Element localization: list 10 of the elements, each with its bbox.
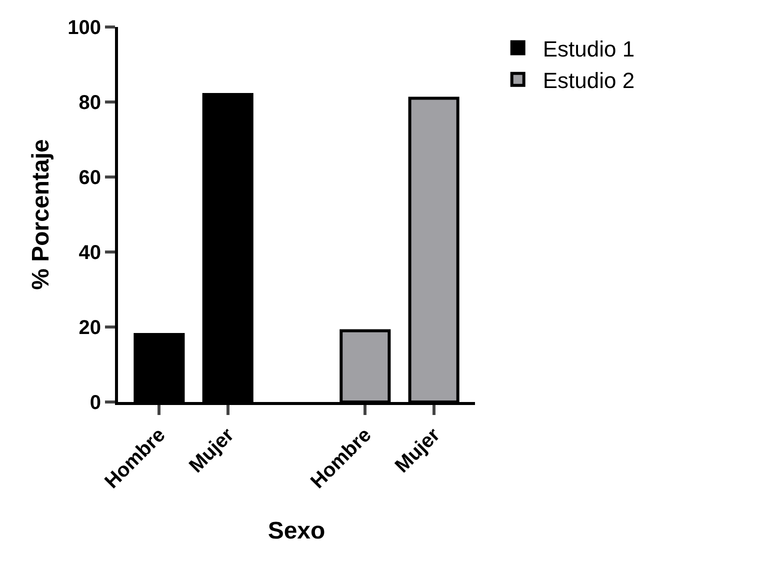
y-tick-label: 0 <box>90 392 101 414</box>
x-axis-title: Sexo <box>268 517 326 544</box>
legend-label: Estudio 2 <box>542 68 635 93</box>
y-tick-label: 100 <box>68 17 101 39</box>
y-tick-label: 40 <box>78 242 101 264</box>
y-tick-label: 20 <box>78 317 101 339</box>
y-tick-label: 60 <box>78 167 101 189</box>
y-axis-title: % Porcentaje <box>28 139 55 290</box>
y-tick-label: 80 <box>78 92 101 114</box>
legend-label: Estudio 1 <box>542 36 635 62</box>
